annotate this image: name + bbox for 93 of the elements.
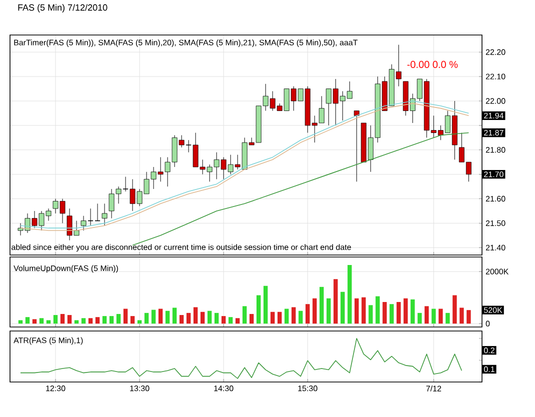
- bar: [348, 265, 352, 324]
- bar: [32, 319, 37, 324]
- bar: [88, 318, 93, 324]
- bar: [320, 286, 324, 324]
- bar: [158, 308, 163, 324]
- bar: [362, 297, 366, 324]
- candlestick: [102, 203, 108, 226]
- bar: [172, 308, 177, 324]
- bar: [278, 312, 282, 324]
- y-tick-label: 22.00: [486, 98, 506, 104]
- text: BarTimer(FAS (5 Min)), SMA(FAS (5 Min),20), SMA(FAS (5 Min),21), SMA(FAS (5 Min),50), aaaT: [14, 39, 358, 47]
- bar: [144, 312, 149, 324]
- bar: [460, 308, 464, 324]
- annotation: 520K: [484, 307, 502, 313]
- bar: [67, 315, 72, 324]
- y-tick-label: 22.10: [486, 74, 506, 80]
- bar: [438, 308, 443, 324]
- bar: [466, 310, 471, 324]
- bar: [130, 316, 135, 324]
- bar: [404, 298, 408, 324]
- text: 0.1: [484, 366, 494, 372]
- y-tick-label: 2000K: [486, 268, 509, 274]
- text: VolumeUpDown(FAS (5 Min)): [14, 265, 118, 273]
- bar: [242, 306, 247, 324]
- bar: [396, 302, 401, 324]
- bar: [25, 317, 30, 324]
- bar: [95, 317, 100, 324]
- annotation: 21.94: [484, 112, 504, 118]
- bar: [46, 320, 51, 324]
- bar: [250, 314, 254, 324]
- bar: [102, 316, 107, 324]
- annotation: abled since either you are disconnected or current time is outside session time or chart end date: [12, 244, 351, 252]
- bar: [214, 312, 219, 324]
- y-tick-label: 21.40: [486, 244, 506, 250]
- bar: [284, 308, 289, 324]
- bar: [334, 279, 338, 324]
- bar: [18, 320, 23, 324]
- bar: [165, 310, 170, 324]
- bar: [376, 296, 380, 324]
- bar: [60, 314, 65, 324]
- bar: [109, 316, 114, 324]
- chart-title: FAS (5 Min) 7/12/2010: [18, 4, 108, 12]
- chart-title: ATR(FAS (5 Min),1): [14, 337, 83, 345]
- bar: [368, 305, 373, 324]
- bar: [298, 310, 303, 324]
- x-tick-label: 14:30: [214, 386, 234, 392]
- bar: [256, 295, 261, 324]
- bar: [452, 295, 457, 324]
- bar: [228, 317, 233, 324]
- annotation: -0.00 0.0 %: [407, 60, 458, 68]
- bar: [236, 318, 240, 324]
- bar: [418, 312, 422, 324]
- bar: [186, 312, 191, 324]
- y-tick-label: 21.60: [486, 196, 506, 202]
- bar: [200, 312, 205, 324]
- bar: [270, 312, 275, 324]
- bar: [354, 298, 359, 324]
- bar: [306, 304, 310, 324]
- bar: [74, 320, 79, 324]
- bar: [390, 304, 394, 324]
- bar: [151, 310, 156, 324]
- bar: [116, 314, 121, 324]
- text: 0.2: [484, 348, 494, 354]
- bar: [410, 299, 415, 324]
- candlestick: [354, 110, 360, 182]
- bar: [137, 320, 142, 324]
- bar: [123, 308, 128, 324]
- annotation: 21.87: [484, 130, 504, 136]
- bar: [264, 286, 268, 324]
- x-tick-label: 7/12: [426, 386, 442, 392]
- x-tick-label: 12:30: [46, 386, 66, 392]
- bar: [340, 292, 345, 324]
- bar: [207, 310, 212, 324]
- y-tick-label: 21.50: [486, 220, 506, 226]
- bar: [81, 318, 86, 324]
- x-tick-label: 15:30: [298, 386, 318, 392]
- y-tick-label: 22.20: [486, 49, 506, 55]
- bar: [39, 318, 44, 324]
- bar: [326, 298, 331, 324]
- annotation: 21.70: [484, 171, 504, 178]
- x-tick-label: 13:30: [130, 386, 150, 392]
- bar: [424, 306, 429, 324]
- bar: [292, 307, 296, 324]
- bar: [179, 315, 184, 324]
- bar: [312, 298, 317, 324]
- bar: [221, 316, 226, 324]
- bar: [432, 308, 436, 324]
- y-tick-label: 21.80: [486, 147, 506, 153]
- bar: [382, 302, 387, 324]
- bar: [193, 307, 198, 324]
- bar: [53, 315, 58, 324]
- bar: [446, 312, 450, 324]
- y-tick-label: 0: [486, 320, 490, 326]
